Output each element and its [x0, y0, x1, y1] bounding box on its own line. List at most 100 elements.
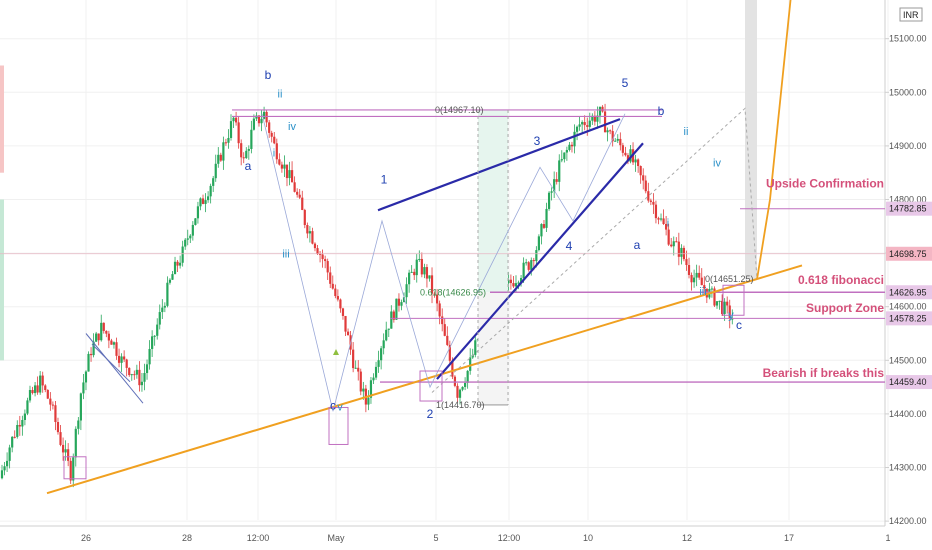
candle-body [695, 272, 698, 278]
candle-body [331, 283, 334, 289]
candle-body [278, 159, 281, 165]
price-tick-label: 14900.00 [889, 141, 927, 151]
candle-body [105, 330, 108, 334]
left-zone-red [0, 65, 4, 173]
candle-body [324, 259, 327, 262]
candle-body [128, 367, 131, 376]
triangle-marker [333, 349, 339, 355]
candle-body [257, 115, 261, 124]
time-axis[interactable]: 26 28 12:00 May 5 12:00 10 12 17 1 [81, 533, 891, 543]
candle-body [677, 241, 680, 257]
candle-body [614, 140, 617, 142]
price-axis[interactable]: 14200.00 14300.00 14400.00 14500.00 14600.00… [885, 0, 932, 526]
candle-body [517, 282, 520, 284]
price-tag-label: 14698.75 [889, 249, 927, 259]
candle-body [67, 449, 70, 461]
candle-body [102, 322, 105, 331]
candle-body [558, 160, 561, 182]
candle-body [591, 115, 594, 121]
candle-body [637, 159, 640, 167]
candle-body [51, 404, 54, 406]
candle-body [713, 288, 716, 306]
wave-label-iv: iv [713, 157, 721, 169]
price-tick-label: 15000.00 [889, 87, 927, 97]
candle-body [451, 360, 454, 377]
candle-body [288, 170, 291, 179]
candle-body [690, 274, 693, 283]
candle-body [639, 166, 642, 176]
candle-body [36, 385, 39, 393]
wave-label-i: i [273, 148, 275, 160]
candle-body [227, 137, 230, 143]
candle-body [168, 279, 172, 283]
candle-body [527, 262, 530, 270]
candle-body [703, 285, 706, 289]
candle-body [204, 200, 207, 204]
candle-body [464, 382, 467, 387]
candle-body [303, 209, 306, 226]
candle-body [387, 328, 390, 330]
candle-body [16, 424, 19, 437]
candle-body [64, 449, 67, 453]
candle-body [680, 247, 683, 257]
candle-body [69, 460, 72, 481]
candle-body [11, 436, 14, 448]
candle-body [458, 389, 462, 398]
candle-body [107, 333, 110, 341]
candle-body [629, 149, 632, 162]
wave-label-a: a [245, 159, 252, 173]
wave-label-i: i [667, 217, 669, 229]
candle-body [619, 138, 622, 146]
candle-body [723, 301, 726, 314]
candle-body [112, 342, 116, 345]
candle-body [26, 400, 29, 414]
time-tick-label: 10 [583, 533, 593, 543]
candle-body [400, 302, 403, 306]
candle-body [647, 191, 650, 201]
candle-body [130, 374, 133, 376]
candle-body [581, 122, 584, 125]
candle-body [410, 271, 413, 273]
candle-body [672, 241, 675, 247]
candle-body [522, 262, 525, 278]
candle-body [326, 261, 329, 273]
candle-body [89, 353, 93, 356]
candle-body [339, 299, 342, 309]
candle-body [573, 131, 576, 147]
candle-body [46, 390, 49, 399]
candle-body [158, 312, 161, 325]
candle-body [611, 131, 614, 142]
candle-body [377, 360, 380, 367]
candle-body [535, 250, 538, 262]
candle-body [687, 265, 691, 275]
time-tick-label: 28 [182, 533, 192, 543]
candle-body [512, 283, 515, 287]
candle-body [433, 293, 436, 295]
candle-body [525, 262, 528, 264]
candle-body [644, 180, 647, 192]
wave-label-c: c [736, 318, 742, 332]
wave-label-a: a [634, 238, 641, 252]
candle-body [474, 340, 477, 355]
candle-body [616, 138, 619, 141]
candle-body [446, 335, 449, 345]
candle-body [720, 300, 724, 314]
wave-label-ii: ii [684, 126, 689, 138]
wedge-upper-line [377, 118, 621, 212]
candle-body [117, 355, 121, 363]
candle-body [428, 275, 431, 279]
price-tag-box [886, 285, 932, 300]
candle-body [334, 288, 337, 297]
candle-body [179, 262, 182, 266]
fib-label-3: 0(14967.10) [435, 105, 484, 115]
candle-body [199, 198, 202, 207]
wave-label-3: 3 [534, 134, 541, 148]
candle-body [95, 333, 98, 342]
candle-body [214, 163, 217, 179]
candle-body [186, 238, 189, 240]
candle-body [540, 224, 543, 237]
candle-body [609, 130, 612, 132]
fib-zone-grey [745, 0, 757, 280]
candle-body [273, 136, 276, 144]
